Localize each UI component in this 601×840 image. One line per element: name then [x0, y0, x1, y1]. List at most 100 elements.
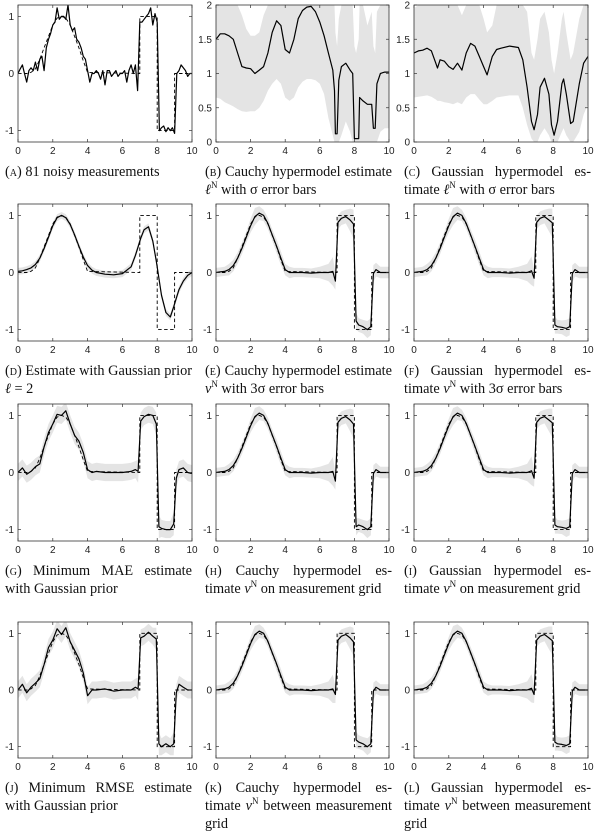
- x-tick-label: 0: [213, 762, 219, 773]
- caption-superscript: N: [450, 796, 458, 807]
- x-tick-label: 6: [317, 146, 323, 157]
- estimate-line: [414, 212, 588, 329]
- caption-text-post: with σ error bars: [455, 182, 555, 198]
- x-tick-label: 10: [186, 146, 198, 157]
- caption-text: Cauchy hypermodel esti­mate: [224, 363, 392, 379]
- x-tick-label: 8: [154, 345, 160, 356]
- caption-text-post: with 3σ error bars: [456, 381, 563, 397]
- error-band: [414, 406, 588, 537]
- caption-superscript: N: [211, 379, 218, 390]
- estimate-line: [414, 412, 588, 529]
- x-tick-label: 8: [550, 146, 556, 157]
- y-tick-label: 0: [8, 268, 14, 279]
- caption-text: Minimum MAE estimate with Gaussian prior: [5, 563, 192, 597]
- x-tick-label: 6: [317, 545, 323, 556]
- y-tick-label: -1: [401, 325, 410, 336]
- x-tick-label: 6: [120, 146, 126, 157]
- x-tick-label: 2: [446, 146, 452, 157]
- panel-h: 0 2 4 6 8 10-101: [203, 403, 395, 556]
- x-tick-label: 2: [50, 345, 56, 356]
- x-tick-label: 4: [481, 146, 487, 157]
- estimate-line: [216, 212, 389, 331]
- caption-variable: v: [444, 798, 451, 814]
- y-tick-label: 0: [404, 686, 410, 697]
- x-tick-label: 8: [550, 345, 556, 356]
- y-tick-label: 1: [206, 211, 212, 222]
- plot-area: [216, 624, 389, 756]
- x-tick-label: 2: [248, 146, 254, 157]
- x-tick-label: 0: [15, 762, 21, 773]
- x-tick-label: 2: [50, 545, 56, 556]
- panel-c: 0 2 4 6 8 10 0 0.5 1 1.5 2: [396, 1, 594, 158]
- x-tick-label: 0: [15, 146, 21, 157]
- x-tick-label: 6: [120, 345, 126, 356]
- x-tick-label: 8: [154, 762, 160, 773]
- panel-e: 0 2 4 6 8 10-101: [203, 203, 395, 356]
- caption-d: (D) Estimate with Gaussian prior ℓ = 2: [5, 362, 192, 398]
- x-tick-label: 8: [352, 762, 358, 773]
- error-band: [216, 5, 389, 142]
- y-tick-label: -1: [5, 126, 14, 137]
- x-tick-label: 10: [582, 345, 594, 356]
- x-tick-label: 6: [516, 762, 522, 773]
- caption-text: Cauchy hypermodel esti­mate: [224, 164, 392, 180]
- caption-label: (L): [404, 780, 431, 796]
- x-tick-label: 10: [383, 545, 395, 556]
- caption-label: (I): [404, 563, 430, 579]
- x-tick-label: 0: [15, 345, 21, 356]
- y-tick-label: 1.5: [198, 35, 212, 46]
- caption-text: Gaussian hypermodel es­timate: [404, 780, 591, 814]
- x-tick-label: 4: [85, 345, 91, 356]
- caption-text: Gaussian hypermodel es­timate: [404, 363, 591, 397]
- x-tick-label: 6: [516, 146, 522, 157]
- y-tick-label: 0: [8, 69, 14, 80]
- y-tick-label: 0: [8, 686, 14, 697]
- y-tick-label: 0: [404, 268, 410, 279]
- plot-area: [414, 406, 588, 537]
- x-tick-label: 4: [85, 762, 91, 773]
- x-tick-label: 10: [582, 146, 594, 157]
- x-tick-label: 0: [15, 545, 21, 556]
- panel-k: 0 2 4 6 8 10-101: [203, 621, 395, 773]
- caption-e: (E) Cauchy hypermodel esti­mate vN with …: [205, 362, 392, 398]
- caption-text: Minimum RMSE esti­mate with Gaussian pri…: [5, 780, 192, 814]
- x-tick-label: 6: [516, 345, 522, 356]
- x-tick-label: 4: [481, 345, 487, 356]
- y-tick-label: 1: [8, 211, 14, 222]
- error-band: [414, 206, 588, 337]
- x-tick-label: 10: [383, 762, 395, 773]
- plot-area: [216, 406, 389, 539]
- panel-d: 0 2 4 6 8 10-101: [5, 203, 198, 356]
- caption-variable: ℓ: [205, 182, 211, 198]
- caption-g: (G) Minimum MAE estimate with Gaussian p…: [5, 562, 192, 598]
- caption-variable: ℓ: [443, 182, 450, 198]
- x-tick-label: 0: [213, 146, 219, 157]
- x-tick-label: 2: [248, 345, 254, 356]
- caption-superscript: N: [449, 579, 457, 590]
- caption-text: Cauchy hypermodel es­timate: [205, 563, 392, 597]
- caption-b: (B) Cauchy hypermodel esti­mate ℓN with …: [205, 163, 392, 199]
- panel-b: 0 2 4 6 8 10 0 0.5 1 1.5 2: [198, 1, 395, 158]
- caption-label: (J): [5, 780, 29, 796]
- x-tick-label: 6: [317, 762, 323, 773]
- caption-label: (D): [5, 363, 26, 379]
- caption-variable: v: [443, 581, 450, 597]
- caption-label: (B): [205, 164, 225, 180]
- caption-text-post: on measurement grid: [456, 581, 581, 597]
- caption-text: Cauchy hypermodel es­timate: [205, 780, 392, 814]
- x-tick-label: 8: [352, 345, 358, 356]
- caption-text: Gaussian hypermodel es­timate: [404, 563, 591, 597]
- y-tick-label: -1: [5, 525, 14, 536]
- caption-variable: v: [244, 581, 251, 597]
- caption-f: (F) Gaussian hypermodel es­timate vN wit…: [404, 362, 591, 398]
- y-tick-label: 1: [404, 211, 410, 222]
- caption-text: 81 noisy measurements: [25, 164, 160, 180]
- estimate-line: [216, 5, 389, 140]
- caption-text-post: between measure­ment grid: [205, 798, 393, 832]
- x-tick-label: 4: [282, 146, 288, 157]
- y-tick-label: 1: [8, 411, 14, 422]
- caption-label: (G): [5, 563, 33, 579]
- y-tick-label: 0: [206, 686, 212, 697]
- x-tick-label: 0: [411, 345, 417, 356]
